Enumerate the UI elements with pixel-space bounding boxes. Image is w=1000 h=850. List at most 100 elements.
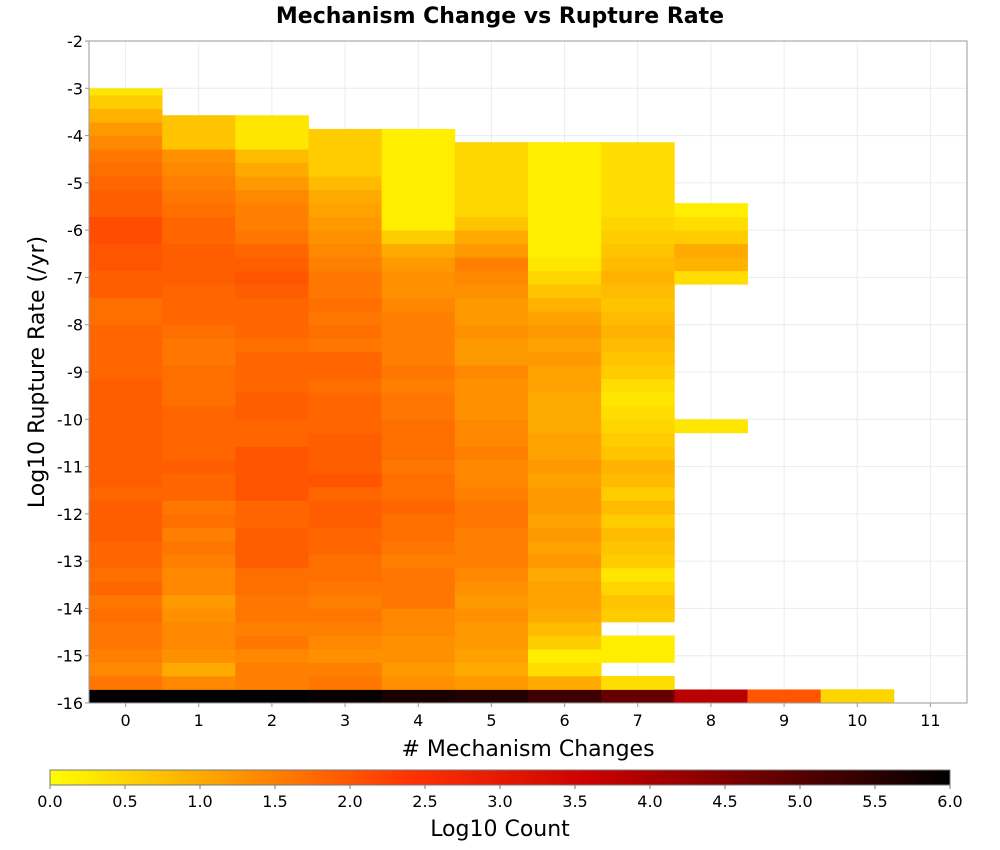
heatmap-cell — [235, 648, 309, 663]
heatmap-cell — [528, 311, 602, 326]
heatmap-cell — [308, 635, 383, 650]
heatmap-cell — [235, 297, 309, 312]
heatmap-cell — [528, 432, 602, 447]
heatmap-cell — [601, 608, 675, 623]
heatmap-cell — [162, 203, 236, 218]
heatmap-cell — [235, 270, 309, 285]
heatmap-cell — [308, 284, 383, 299]
heatmap-cell — [235, 662, 309, 677]
heatmap-cell — [89, 135, 163, 150]
heatmap-cell — [381, 473, 456, 488]
heatmap-cell — [381, 128, 456, 231]
x-tick-label: 11 — [920, 711, 940, 730]
y-tick-label: -13 — [57, 552, 83, 571]
heatmap-cell — [235, 176, 309, 191]
heatmap-cell — [89, 459, 163, 474]
heatmap-cell — [308, 527, 383, 542]
heatmap-cell — [162, 392, 236, 407]
heatmap-cell — [601, 351, 675, 366]
heatmap-cell — [89, 189, 163, 204]
heatmap-cell — [89, 500, 163, 515]
heatmap-cell — [308, 621, 383, 636]
heatmap-cell — [528, 405, 602, 420]
heatmap-cell — [162, 621, 236, 636]
heatmap-cell — [89, 297, 163, 312]
heatmap-cell — [162, 689, 236, 704]
heatmap-cell — [528, 324, 602, 339]
heatmap-cell — [89, 392, 163, 407]
heatmap-cell — [235, 338, 309, 353]
heatmap-cell — [89, 554, 163, 569]
heatmap-cell — [308, 662, 383, 677]
colorbar-tick-label: 4.0 — [637, 792, 662, 811]
heatmap-cell — [308, 567, 383, 582]
heatmap-cell — [454, 230, 529, 245]
colorbar-tick-label: 6.0 — [937, 792, 962, 811]
heatmap-cell — [235, 405, 309, 420]
heatmap-cell — [601, 338, 675, 353]
heatmap-cell — [308, 365, 383, 380]
heatmap-cell — [162, 162, 236, 177]
colorbar-tick-label: 0.5 — [112, 792, 137, 811]
y-tick-label: -15 — [57, 647, 83, 666]
colorbar-tick-label: 0.0 — [37, 792, 62, 811]
x-tick-label: 7 — [633, 711, 643, 730]
heatmap-cell — [601, 419, 675, 434]
heatmap-cell — [381, 419, 456, 434]
heatmap-cell — [454, 675, 529, 690]
heatmap-cell — [381, 459, 456, 474]
heatmap-cell — [308, 128, 383, 177]
colorbar-tick-label: 3.0 — [487, 792, 512, 811]
heatmap-cell — [235, 115, 309, 150]
heatmap-cell — [162, 189, 236, 204]
heatmap-cell — [381, 554, 456, 569]
heatmap-cell — [235, 162, 309, 177]
heatmap-cell — [381, 392, 456, 407]
heatmap-cell — [162, 432, 236, 447]
heatmap-cell — [381, 500, 456, 515]
heatmap-cell — [601, 675, 675, 690]
heatmap-cell — [674, 257, 748, 272]
heatmap-cell — [89, 203, 163, 218]
heatmap-cell — [601, 581, 675, 596]
heatmap-cell — [601, 527, 675, 542]
x-axis-ticks: 0 1 2 3 4 5 6 7 8 9 10 11 — [120, 703, 941, 730]
heatmap-cell — [89, 324, 163, 339]
heatmap-cell — [528, 419, 602, 434]
heatmap-cell — [528, 486, 602, 501]
heatmap-cell — [454, 338, 529, 353]
heatmap-cell — [235, 527, 309, 542]
heatmap-cell — [89, 513, 163, 528]
heatmap-cell — [89, 284, 163, 299]
heatmap-cell — [308, 594, 383, 609]
heatmap-cell — [235, 243, 309, 258]
heatmap-cell — [454, 540, 529, 555]
heatmap-cell — [89, 243, 163, 258]
heatmap-cell — [454, 594, 529, 609]
heatmap-cell — [381, 338, 456, 353]
y-tick-label: -16 — [57, 694, 83, 713]
heatmap-cell — [89, 162, 163, 177]
heatmap-cell — [528, 473, 602, 488]
heatmap-cell — [308, 432, 383, 447]
heatmap-cell — [89, 338, 163, 353]
y-tick-label: -8 — [67, 316, 83, 335]
heatmap-cell — [235, 432, 309, 447]
heatmap-cell — [674, 203, 748, 218]
heatmap-cell — [454, 500, 529, 515]
heatmap-cell — [454, 270, 529, 285]
heatmap-cell — [528, 662, 602, 677]
heatmap-cell — [381, 675, 456, 690]
heatmap-cell — [308, 243, 383, 258]
heatmap-cell — [528, 459, 602, 474]
y-axis-ticks: -2 -3 -4 -5 -6 -7 -8 -9 -10 -11 -12 -13 -14 -15 -16 — [57, 32, 89, 713]
heatmap-cell — [601, 473, 675, 488]
heatmap-cell — [674, 270, 748, 285]
heatmap-cell — [381, 324, 456, 339]
heatmap-cell — [747, 689, 822, 704]
heatmap-cell — [308, 351, 383, 366]
heatmap-cell — [235, 216, 309, 231]
heatmap-cell — [601, 324, 675, 339]
y-tick-label: -5 — [67, 174, 83, 193]
heatmap-cell — [235, 149, 309, 164]
